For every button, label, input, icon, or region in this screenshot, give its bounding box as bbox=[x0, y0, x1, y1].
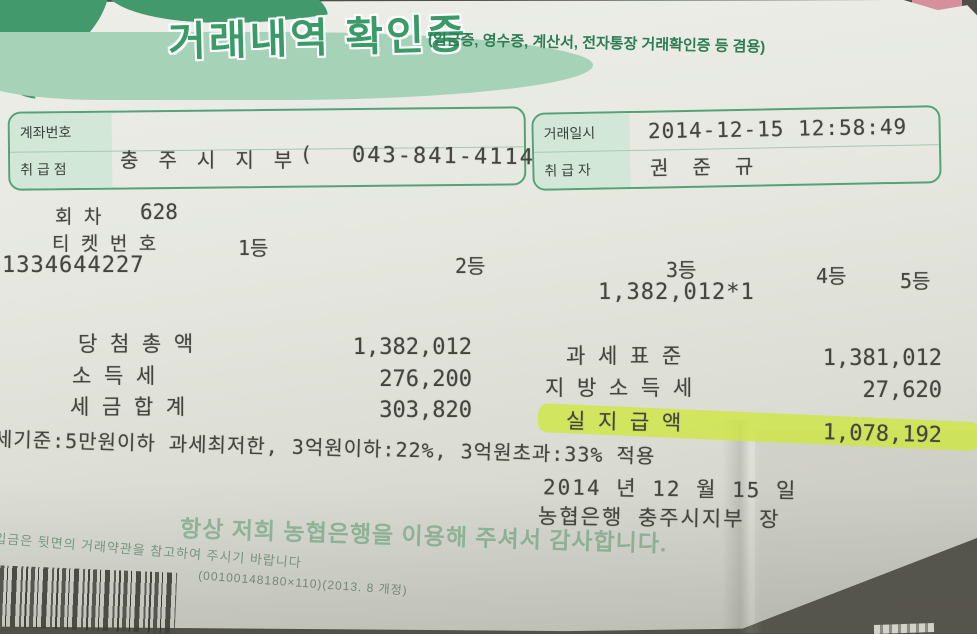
rank4-header: 4등 bbox=[816, 264, 847, 288]
transaction-datetime-value: 2014-12-15 12:58:49 bbox=[647, 114, 908, 144]
ticket-number-label: 티 켓 번 호 bbox=[52, 233, 157, 255]
ticket-number-value: 1334644227 bbox=[2, 253, 145, 278]
branch-phone: 043-841-4114 bbox=[351, 142, 536, 171]
income-tax-value: 276,200 bbox=[379, 367, 472, 392]
total-winnings-value: 1,382,012 bbox=[352, 335, 472, 360]
phone-open-paren: ( bbox=[300, 142, 313, 166]
rank3-header: 3등 bbox=[666, 258, 697, 282]
paper-crease-shadow bbox=[722, 420, 762, 633]
rank1-header: 1등 bbox=[238, 236, 269, 260]
form-title: 거래내역 확인증 bbox=[167, 10, 469, 66]
header-green-band bbox=[0, 32, 593, 100]
tax-base-value: 1,381,012 bbox=[822, 346, 942, 371]
round-label: 회 차 bbox=[55, 206, 102, 228]
transaction-datetime-label: 거래일시 bbox=[543, 124, 596, 142]
rank2-header: 2등 bbox=[455, 254, 486, 278]
handler-value: 권 준 규 bbox=[649, 154, 760, 180]
local-income-tax-label: 지 방 소 득 세 bbox=[545, 376, 693, 400]
issue-date-line: 2014 년 12 월 15 일 bbox=[542, 475, 798, 503]
net-payout-label: 실 지 급 액 bbox=[565, 408, 682, 436]
branch-label: 취 급 점 bbox=[20, 161, 67, 178]
barcode bbox=[0, 565, 178, 634]
handler-label: 취 급 자 bbox=[544, 161, 591, 179]
local-income-tax-value: 27,620 bbox=[862, 378, 942, 403]
paper-shade bbox=[755, 430, 977, 633]
round-value: 628 bbox=[140, 200, 178, 224]
rank5-header: 5등 bbox=[900, 269, 931, 293]
income-tax-label: 소 득 세 bbox=[72, 364, 156, 388]
tax-total-label: 세 금 합 계 bbox=[70, 395, 186, 419]
net-payout-value: 1,078,192 bbox=[822, 420, 943, 449]
rank3-win-amount: 1,382,012*1 bbox=[598, 280, 755, 305]
background-object-pink bbox=[912, 0, 962, 11]
tax-total-value: 303,820 bbox=[379, 398, 472, 423]
total-winnings-label: 당 첨 총 액 bbox=[78, 332, 194, 356]
account-number-label: 계좌번호 bbox=[19, 124, 72, 141]
tax-base-label: 과 세 표 준 bbox=[566, 344, 682, 368]
branch-value: 충 주 시 지 부 bbox=[120, 148, 297, 172]
